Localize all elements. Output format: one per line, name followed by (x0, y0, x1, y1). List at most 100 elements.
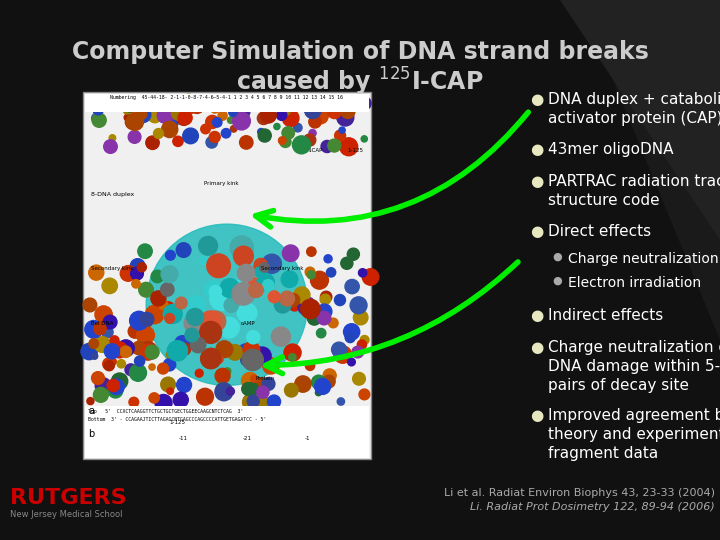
Circle shape (251, 375, 258, 382)
Circle shape (153, 129, 163, 138)
Circle shape (85, 321, 102, 338)
Circle shape (245, 382, 258, 396)
Circle shape (103, 358, 114, 370)
Circle shape (232, 282, 254, 305)
Circle shape (229, 108, 238, 117)
Circle shape (224, 298, 238, 312)
Circle shape (260, 262, 269, 272)
Circle shape (174, 393, 188, 407)
FancyBboxPatch shape (85, 406, 369, 458)
Circle shape (180, 94, 198, 112)
Circle shape (238, 106, 250, 118)
Circle shape (328, 318, 338, 328)
Text: Protein: Protein (256, 376, 275, 381)
Circle shape (258, 129, 264, 136)
Circle shape (263, 280, 274, 291)
Circle shape (317, 304, 332, 319)
Circle shape (294, 376, 311, 392)
Circle shape (190, 100, 204, 113)
Circle shape (109, 134, 116, 141)
Circle shape (186, 308, 204, 326)
Circle shape (94, 387, 108, 402)
Circle shape (335, 130, 346, 141)
Text: -11: -11 (179, 436, 188, 441)
Circle shape (120, 346, 132, 357)
Circle shape (254, 259, 268, 272)
Circle shape (287, 293, 300, 307)
Circle shape (138, 262, 146, 272)
Circle shape (176, 297, 187, 309)
Text: Electron irradiation: Electron irradiation (568, 276, 701, 290)
Circle shape (142, 316, 153, 327)
Circle shape (161, 283, 174, 296)
Circle shape (326, 268, 336, 277)
Circle shape (146, 224, 307, 386)
Circle shape (279, 137, 286, 144)
FancyBboxPatch shape (83, 92, 371, 459)
Circle shape (257, 386, 269, 398)
Text: Secondary kink: Secondary kink (261, 266, 304, 271)
Circle shape (132, 280, 140, 288)
Circle shape (359, 389, 370, 400)
Circle shape (242, 349, 264, 370)
Text: ●: ● (530, 408, 544, 423)
Circle shape (234, 292, 246, 303)
Circle shape (124, 114, 131, 121)
Circle shape (280, 291, 294, 306)
Text: ●: ● (530, 174, 544, 189)
Circle shape (117, 340, 134, 357)
Circle shape (135, 356, 145, 366)
Text: Li. Radiat Prot Dosimetry 122, 89-94 (2006): Li. Radiat Prot Dosimetry 122, 89-94 (20… (470, 502, 715, 512)
Circle shape (125, 115, 140, 129)
Circle shape (186, 296, 205, 315)
Circle shape (339, 127, 345, 133)
Circle shape (280, 105, 291, 116)
Circle shape (126, 113, 143, 130)
Circle shape (268, 395, 281, 408)
Text: DNA duplex + catabolite gene
activator protein (CAP): DNA duplex + catabolite gene activator p… (548, 92, 720, 126)
Circle shape (81, 343, 97, 360)
Text: ●: ● (530, 340, 544, 355)
Circle shape (282, 271, 298, 287)
Circle shape (357, 340, 366, 349)
Circle shape (104, 341, 112, 349)
Circle shape (271, 327, 290, 346)
Circle shape (240, 136, 253, 149)
Text: -21: -21 (243, 436, 251, 441)
Circle shape (218, 111, 228, 120)
Circle shape (315, 379, 330, 394)
Circle shape (230, 236, 253, 259)
Circle shape (317, 328, 326, 338)
Text: ●: ● (530, 308, 544, 323)
Circle shape (276, 110, 287, 120)
Circle shape (215, 383, 233, 401)
Circle shape (253, 377, 269, 394)
Circle shape (284, 383, 298, 397)
Circle shape (321, 140, 333, 153)
Circle shape (237, 303, 257, 323)
Circle shape (309, 116, 321, 128)
Circle shape (215, 368, 230, 383)
Circle shape (103, 315, 117, 329)
Circle shape (176, 243, 191, 258)
Circle shape (354, 310, 368, 325)
Circle shape (228, 117, 234, 124)
Circle shape (348, 358, 355, 366)
Circle shape (282, 110, 299, 126)
Circle shape (184, 97, 199, 111)
Text: RUTGERS: RUTGERS (10, 488, 127, 508)
Circle shape (353, 373, 365, 385)
Text: ●: ● (530, 224, 544, 239)
Circle shape (185, 328, 199, 342)
Text: Direct effects: Direct effects (548, 224, 651, 239)
Circle shape (315, 389, 322, 396)
Circle shape (204, 281, 222, 299)
Circle shape (262, 377, 275, 390)
Circle shape (316, 107, 329, 119)
Circle shape (190, 338, 206, 353)
Text: b: b (88, 429, 94, 439)
Circle shape (224, 368, 231, 375)
Polygon shape (480, 0, 720, 340)
Circle shape (131, 110, 142, 121)
Circle shape (140, 344, 156, 360)
